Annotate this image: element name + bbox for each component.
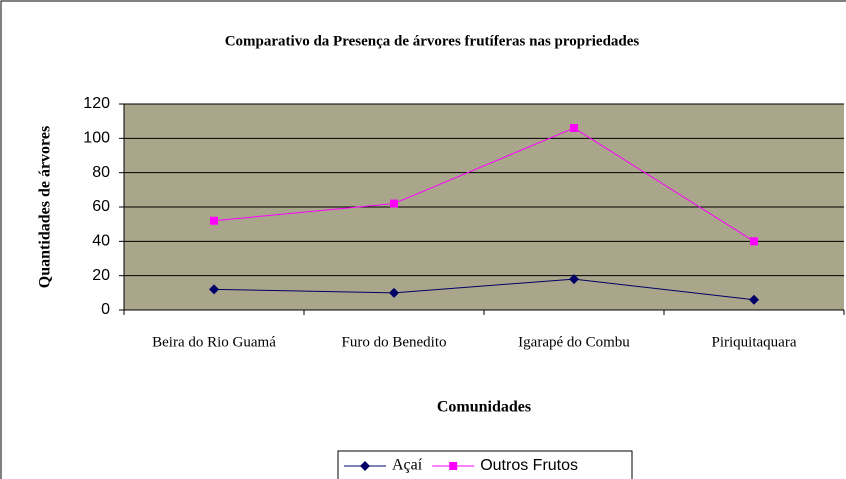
- x-tick-label: Furo do Benedito: [342, 334, 447, 350]
- x-tick-label: Beira do Rio Guamá: [152, 334, 276, 350]
- y-tick-label: 60: [92, 198, 110, 215]
- marker: [570, 124, 578, 133]
- y-tick-label: 120: [83, 95, 110, 112]
- legend-label: Açaí: [392, 457, 423, 474]
- y-tick-label: 100: [83, 130, 110, 147]
- x-tick-label: Piriquitaquara: [712, 334, 797, 350]
- marker: [449, 462, 458, 470]
- y-axis-label: Quantidades de árvores: [37, 126, 54, 288]
- marker: [360, 461, 370, 471]
- series-line: [213, 278, 755, 301]
- legend-label: Outros Frutos: [480, 457, 578, 474]
- y-tick-label: 40: [92, 233, 110, 250]
- y-tick-label: 20: [92, 267, 110, 284]
- legend-box: [337, 450, 633, 479]
- y-tick-label: 0: [101, 301, 110, 318]
- marker: [750, 237, 758, 246]
- series-line: [213, 127, 755, 242]
- marker: [389, 287, 399, 298]
- marker: [209, 284, 219, 295]
- marker: [749, 294, 759, 305]
- marker: [210, 216, 218, 225]
- x-axis-label: Comunidades: [437, 399, 531, 416]
- y-tick-label: 80: [92, 164, 110, 181]
- x-tick-label: Igarapé do Combu: [518, 334, 630, 350]
- legend: Açaí Outros Frutos: [337, 450, 633, 479]
- marker: [569, 274, 579, 285]
- chart-title: Comparativo da Presença de árvores frutí…: [225, 33, 640, 49]
- marker: [390, 199, 398, 208]
